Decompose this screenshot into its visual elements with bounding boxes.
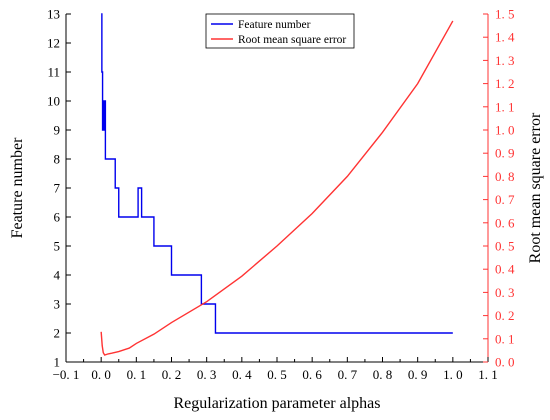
y-left-tick-label: 7: [54, 181, 61, 196]
x-tick-label: 0. 1: [127, 367, 147, 382]
y-right-tick-label: 0. 2: [495, 308, 515, 323]
y-right-tick-label: 1. 2: [495, 76, 515, 91]
x-tick-label: 1. 1: [478, 367, 498, 382]
y-axis-right-label: Root mean square error: [527, 112, 544, 263]
y-left-tick-label: 1: [54, 355, 61, 370]
y-right-tick-label: 1. 5: [495, 7, 515, 22]
y-left-tick-label: 13: [47, 7, 60, 22]
x-axis-label: Regularization parameter alphas: [173, 395, 380, 412]
y-right-tick-label: 0. 0: [495, 355, 515, 370]
x-tick-label: 0. 5: [267, 367, 287, 382]
y-left-tick-label: 4: [54, 268, 61, 283]
y-right-tick-label: 0. 5: [495, 239, 515, 254]
legend-label-rmse: Root mean square error: [238, 34, 346, 46]
ticks: −0. 1 0. 0 0. 1 0. 2 0. 3 0. 4 0. 5 0. 6 0. 7 0. …: [47, 7, 515, 383]
y-right-tick-label: 1. 0: [495, 123, 515, 138]
x-tick-label: 0. 6: [302, 367, 322, 382]
y-right-tick-label: 0. 8: [495, 169, 515, 184]
x-tick-label: 0. 4: [232, 367, 252, 382]
x-tick-label: 1. 0: [443, 367, 463, 382]
x-tick-label: 0. 7: [338, 367, 358, 382]
x-tick-label: 0. 9: [408, 367, 428, 382]
axes: [65, 14, 489, 363]
x-tick-label: 0. 8: [373, 367, 393, 382]
y-left-tick-label: 5: [54, 239, 61, 254]
x-tick-label: 0. 3: [197, 367, 217, 382]
y-right-tick-label: 1. 3: [495, 53, 515, 68]
x-tick-label: −0. 1: [53, 367, 80, 382]
y-axis-left-label: Feature number: [9, 137, 26, 239]
y-right-tick-label: 0. 1: [495, 331, 515, 346]
y-left-tick-label: 2: [54, 326, 61, 341]
y-right-tick-label: 0. 9: [495, 146, 515, 161]
y-left-tick-label: 8: [54, 152, 61, 167]
legend: Feature number Root mean square error: [205, 13, 355, 49]
y-right-tick-label: 0. 7: [495, 192, 515, 207]
x-tick-label: 0. 0: [91, 367, 111, 382]
y-left-tick-label: 11: [47, 65, 60, 80]
legend-box: [205, 13, 355, 49]
y-right-tick-label: 1. 4: [495, 30, 515, 45]
y-right-tick-label: 0. 4: [495, 262, 515, 277]
y-right-tick-label: 1. 1: [495, 99, 515, 114]
y-left-tick-label: 3: [54, 297, 61, 312]
y-right-tick-label: 0. 3: [495, 285, 515, 300]
legend-label-feature-number: Feature number: [238, 19, 311, 31]
y-left-tick-label: 12: [47, 36, 60, 51]
series-line-rmse: [100, 20, 454, 356]
y-left-tick-label: 9: [54, 123, 61, 138]
y-left-tick-label: 10: [47, 94, 60, 109]
y-right-tick-label: 0. 6: [495, 215, 515, 230]
plot-lines: [100, 13, 454, 356]
series-line-feature-number: [101, 13, 453, 334]
y-left-tick-label: 6: [54, 210, 61, 225]
x-tick-label: 0. 2: [162, 367, 182, 382]
